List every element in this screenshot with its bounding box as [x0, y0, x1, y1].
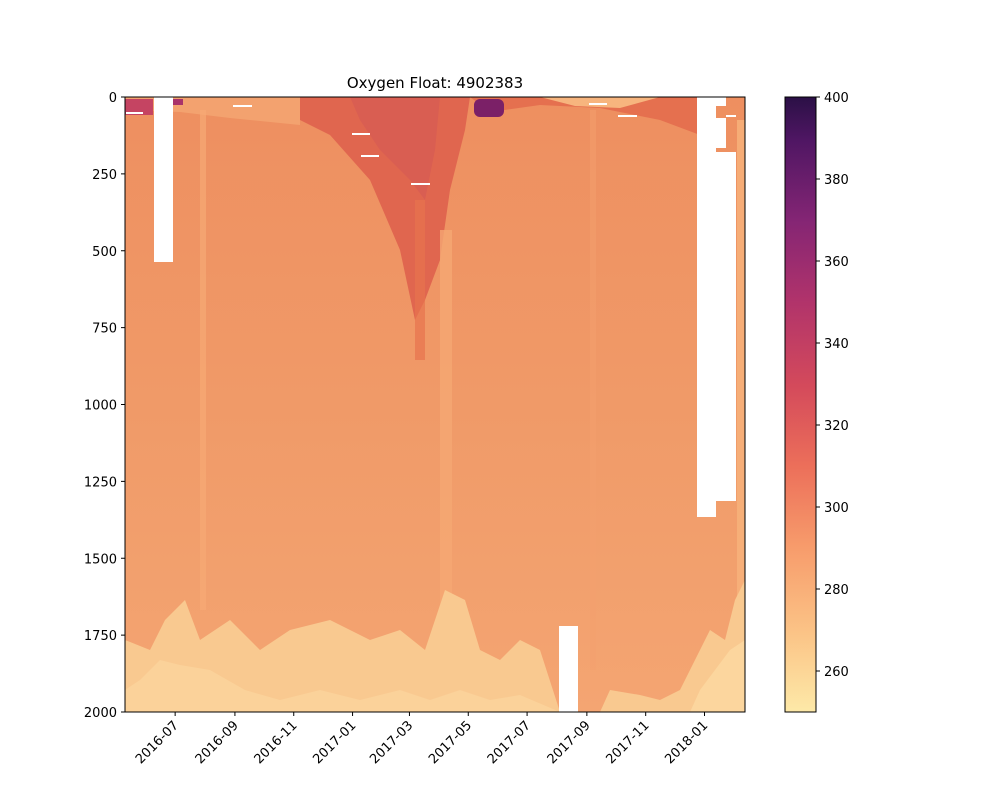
missing-data-gap-11: [411, 183, 430, 185]
x-tick-label: 2017-07: [485, 718, 534, 767]
missing-data-gap-14: [726, 115, 736, 117]
surface-spot-early: [125, 99, 153, 115]
streak-4: [590, 110, 596, 670]
x-tick-label: 2018-01: [662, 718, 711, 767]
x-tick-label: 2016-07: [133, 718, 182, 767]
missing-data-gap-13: [618, 115, 637, 117]
deep-low-layer-late-inner: [690, 640, 745, 712]
deep-low-layer-early: [125, 590, 560, 712]
missing-data-gap-10: [361, 155, 379, 157]
colorbar-gradient: [784, 96, 817, 713]
colorbar-tick-label: 320: [824, 419, 849, 434]
y-tick-label: 2000: [84, 706, 117, 721]
x-tick-label: 2016-11: [252, 718, 301, 767]
colorbar-tick-label: 400: [824, 91, 849, 106]
y-tick-label: 1250: [84, 475, 117, 490]
colorbar-tick-label: 380: [824, 173, 849, 188]
streak-1: [200, 110, 206, 610]
y-tick-label: 0: [109, 91, 117, 106]
x-tick-label: 2016-09: [193, 718, 242, 767]
colorbar-ticks: 260 280 300 320 340 360 380 400: [816, 91, 849, 680]
plot-area: [125, 97, 745, 712]
colorbar-tick-label: 280: [824, 583, 849, 598]
missing-data-gap-7: [126, 112, 143, 114]
missing-data-gap-3: [697, 97, 716, 517]
x-tick-label: 2017-03: [367, 718, 416, 767]
missing-data-gap-12: [589, 103, 607, 105]
missing-data-gap-2: [559, 626, 578, 712]
y-tick-label: 250: [92, 168, 117, 183]
colorbar: 260 280 300 320 340 360 380 400: [784, 91, 849, 713]
y-tick-label: 500: [92, 245, 117, 260]
x-axis: 2016-07 2016-09 2016-11 2017-01 2017-03 2017-…: [133, 712, 711, 767]
streak-2: [415, 200, 425, 360]
surface-max-spot: [474, 99, 504, 117]
x-tick-label: 2017-11: [603, 718, 652, 767]
y-tick-label: 1750: [84, 629, 117, 644]
y-tick-label: 1000: [84, 399, 117, 414]
missing-data-gap-5: [716, 97, 726, 106]
colorbar-tick-label: 340: [824, 337, 849, 352]
streak-3: [440, 230, 452, 610]
missing-data-gap-6: [716, 118, 726, 148]
deep-low-layer-mid: [125, 660, 560, 712]
missing-data-gap-9: [352, 133, 370, 135]
y-axis: 0 250 500 750 1000 1250 1500 1750 2000: [84, 91, 125, 721]
missing-data-gap-4: [716, 152, 736, 501]
x-tick-label: 2017-01: [310, 718, 359, 767]
x-tick-label: 2017-09: [545, 718, 594, 767]
colorbar-tick-label: 260: [824, 665, 849, 680]
high-oxygen-wedge-core: [350, 97, 440, 200]
x-tick-label: 2017-05: [426, 718, 475, 767]
streak-5: [737, 120, 745, 600]
surface-spot-mid: [173, 99, 183, 105]
surface-layer-late-upper: [540, 97, 660, 108]
colorbar-tick-label: 300: [824, 501, 849, 516]
missing-data-gap-8: [233, 105, 252, 107]
colorbar-tick-label: 360: [824, 255, 849, 270]
y-tick-label: 1500: [84, 552, 117, 567]
surface-layer-late: [470, 97, 700, 135]
chart-title: Oxygen Float: 4902383: [347, 74, 523, 92]
y-tick-label: 750: [92, 322, 117, 337]
missing-data-gap-1: [154, 97, 173, 262]
